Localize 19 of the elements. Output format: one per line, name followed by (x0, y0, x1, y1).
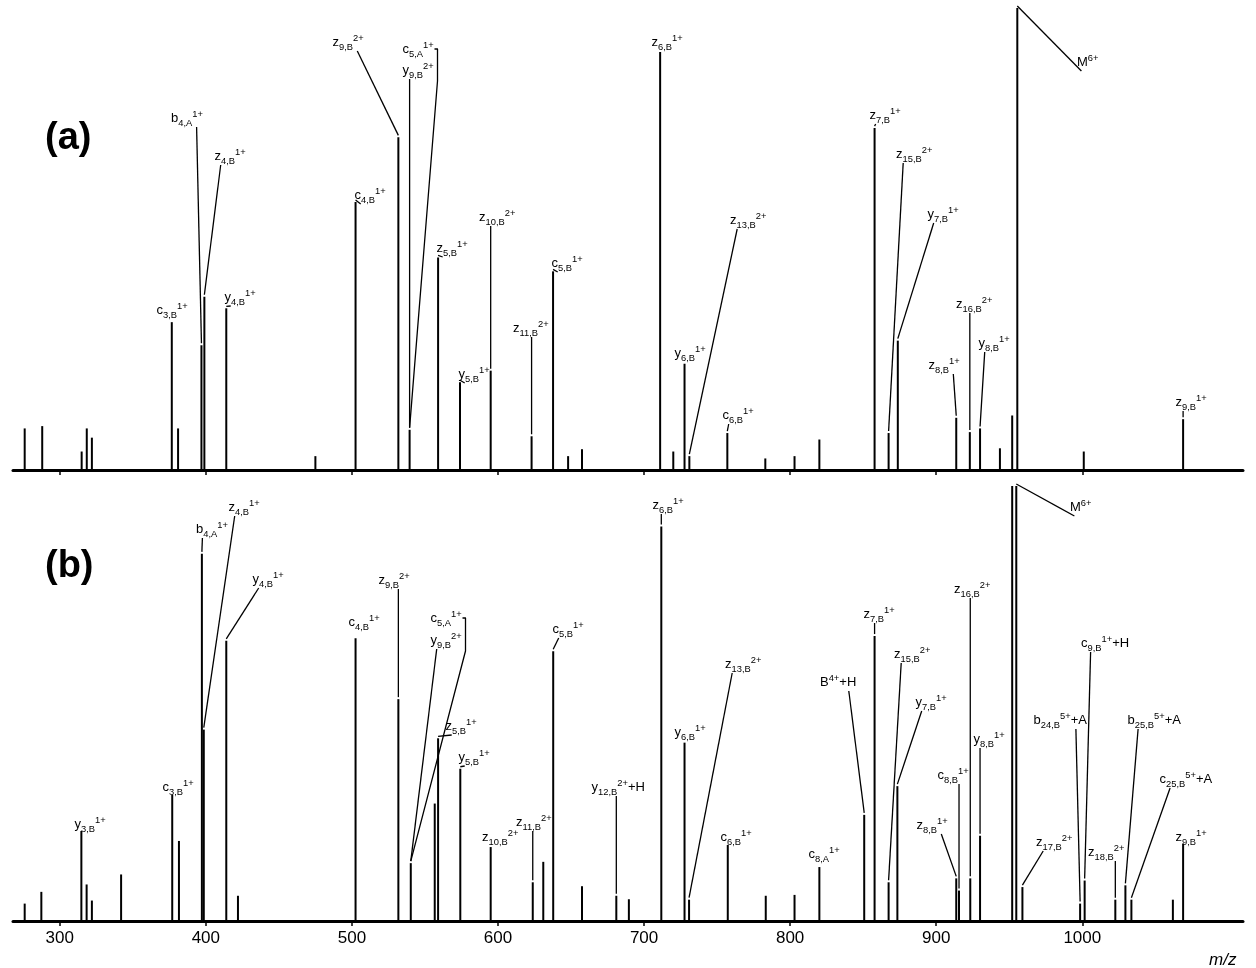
text: (b) (45, 543, 94, 585)
annotation: b$_{24,B}$$^{5+}$+A (1033, 710, 1087, 730)
annotation: M$^{6+}$ (1077, 52, 1099, 70)
annotation: y$_{12,B}$$^{2+}$+H (591, 777, 645, 797)
annotation: c$_{25,B}$$^{5+}$+A (1159, 769, 1213, 789)
x-tick-label: 300 (45, 928, 74, 947)
x-tick-label: 800 (775, 928, 805, 947)
annotation: b$_{25,B}$$^{5+}$+A (1127, 710, 1181, 730)
x-tick-label: 400 (191, 928, 221, 947)
annotation: B$^{4+}$+H (820, 672, 857, 690)
x-tick-label: 900 (922, 928, 951, 947)
x-tick-label: 700 (629, 928, 659, 947)
text: (a) (45, 115, 92, 157)
x-tick-label: 600 (483, 928, 513, 947)
x-tick-label: 1000 (1063, 928, 1102, 947)
x-tick-label: 500 (337, 928, 367, 947)
annotation: c$_{9,B}$$^{1+}$+H (1081, 633, 1130, 653)
x-axis-title: m/z (1209, 950, 1237, 968)
annotation: M$^{6+}$ (1070, 497, 1092, 515)
